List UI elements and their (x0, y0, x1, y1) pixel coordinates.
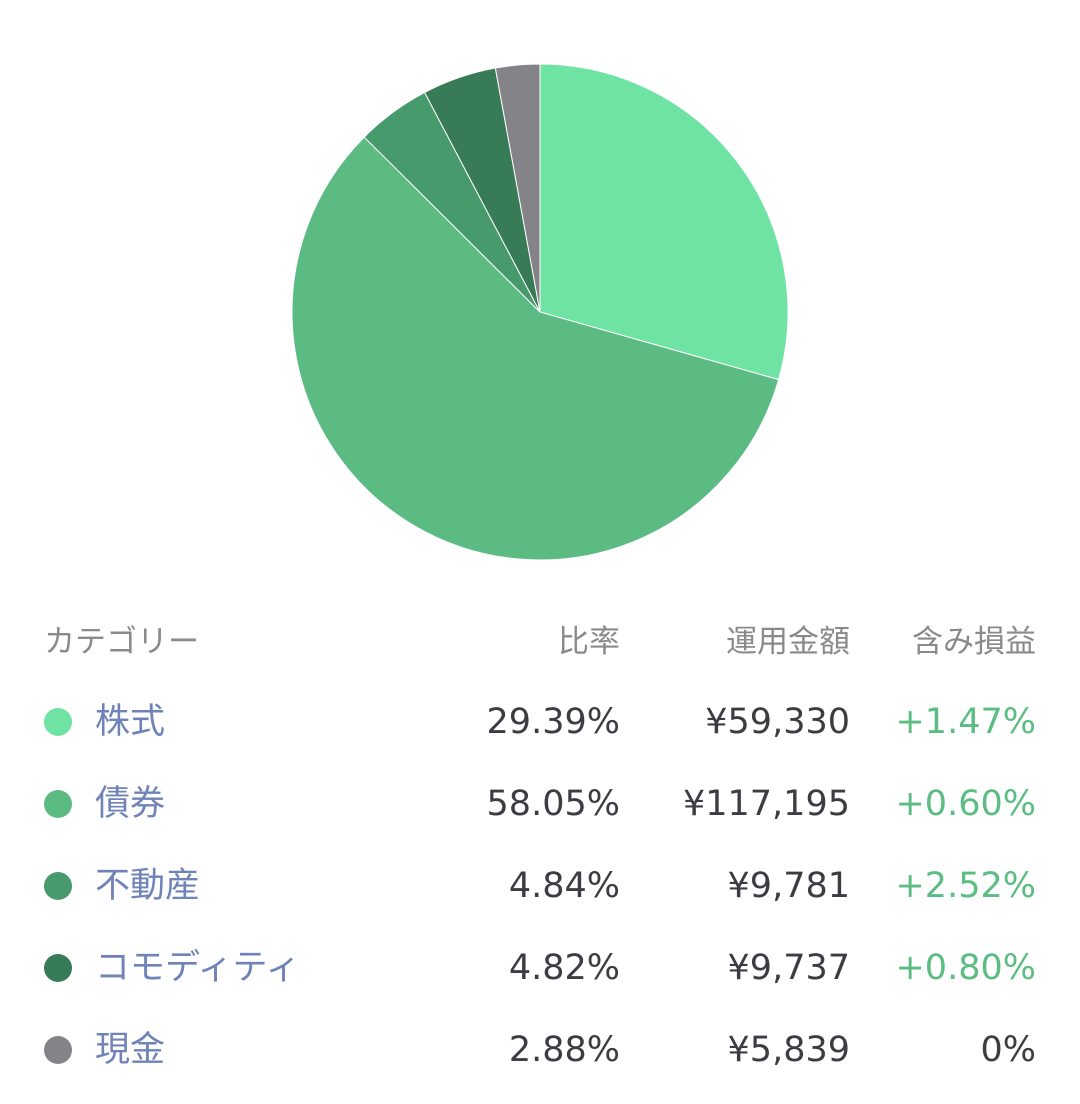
legend-dot (44, 954, 72, 982)
pie-chart-svg (291, 63, 789, 561)
amount-value: ¥9,737 (727, 948, 850, 988)
pie-slice-1 (291, 136, 780, 561)
header-category: カテゴリー (44, 624, 199, 660)
header-pl: 含み損益 (912, 624, 1036, 660)
allocation-pie-chart (291, 63, 789, 561)
legend-dot (44, 708, 72, 736)
ratio-value: 29.39% (486, 702, 620, 742)
amount-value: ¥5,839 (727, 1030, 850, 1070)
table-row[interactable]: 債券 58.05% ¥117,195 +0.60% (0, 774, 1080, 834)
amount-value: ¥9,781 (727, 866, 850, 906)
ratio-value: 58.05% (486, 784, 620, 824)
table-row[interactable]: 株式 29.39% ¥59,330 +1.47% (0, 692, 1080, 752)
header-ratio: 比率 (558, 624, 620, 660)
pl-value: +0.60% (895, 784, 1036, 824)
amount-value: ¥59,330 (705, 702, 850, 742)
pl-value: 0% (980, 1030, 1036, 1070)
category-name: 債券 (95, 784, 166, 824)
legend-dot (44, 872, 72, 900)
pl-value: +1.47% (895, 702, 1036, 742)
legend-dot (44, 790, 72, 818)
pie-slice-4 (494, 63, 541, 313)
ratio-value: 4.82% (508, 948, 620, 988)
pl-value: +0.80% (895, 948, 1036, 988)
pie-slice-0 (539, 63, 789, 381)
ratio-value: 2.88% (508, 1030, 620, 1070)
table-row[interactable]: 不動産 4.84% ¥9,781 +2.52% (0, 856, 1080, 916)
category-name: 現金 (95, 1030, 166, 1070)
table-row[interactable]: 現金 2.88% ¥5,839 0% (0, 1020, 1080, 1080)
pl-value: +2.52% (895, 866, 1036, 906)
category-name: コモディティ (95, 948, 301, 988)
legend-dot (44, 1036, 72, 1064)
table-header: カテゴリー 比率 運用金額 含み損益 (0, 612, 1080, 672)
header-amount: 運用金額 (726, 624, 850, 660)
category-name: 不動産 (95, 866, 201, 906)
table-row[interactable]: コモディティ 4.82% ¥9,737 +0.80% (0, 938, 1080, 998)
category-name: 株式 (95, 702, 166, 742)
ratio-value: 4.84% (508, 866, 620, 906)
amount-value: ¥117,195 (682, 784, 850, 824)
